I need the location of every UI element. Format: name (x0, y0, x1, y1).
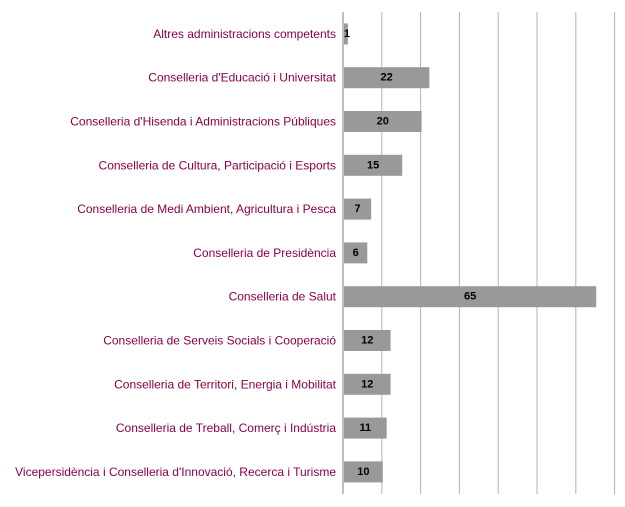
data-label: 12 (361, 335, 373, 347)
category-label: Conselleria de Treball, Comerç i Indústr… (116, 421, 336, 435)
bar (344, 417, 387, 439)
category-label: Conselleria de Cultura, Participació i E… (99, 158, 336, 172)
category-label: Conselleria de Salut (229, 290, 337, 304)
gridlines (381, 12, 616, 494)
data-label: 11 (360, 422, 372, 434)
data-label: 20 (377, 116, 389, 128)
value-labels: 1 22 20 15 7 6 65 12 12 11 10 (344, 28, 476, 478)
data-label: 15 (367, 159, 379, 171)
category-label: Conselleria d'Educació i Universitat (148, 71, 336, 85)
data-label: 7 (355, 203, 361, 215)
data-label: 10 (357, 466, 369, 478)
bars (344, 23, 597, 483)
data-label: 12 (361, 378, 373, 390)
bar (344, 330, 391, 351)
bar (344, 461, 383, 483)
bar (344, 373, 391, 395)
data-label: 6 (353, 247, 359, 259)
category-label: Conselleria de Territori, Energia i Mobi… (114, 377, 337, 391)
category-label: Conselleria de Serveis Socials i Coopera… (103, 334, 336, 348)
bar (344, 242, 368, 264)
bar (344, 23, 348, 45)
data-label: 1 (344, 28, 350, 40)
category-label: Conselleria de Medi Ambient, Agricultura… (77, 202, 336, 216)
bar (344, 67, 430, 89)
bar (344, 286, 597, 308)
category-label: Conselleria d'Hisenda i Administracions … (70, 115, 336, 129)
category-label: Vicepersidència i Conselleria d'Innovaci… (15, 465, 336, 479)
bar (344, 154, 403, 176)
bar (344, 111, 422, 132)
category-label: Conselleria de Presidència (193, 246, 336, 260)
bar (344, 198, 372, 220)
category-label: Altres administracions competents (153, 27, 336, 41)
data-label: 22 (381, 72, 393, 84)
category-labels: Altres administracions competents Consell… (15, 27, 337, 479)
data-label: 65 (464, 291, 476, 303)
